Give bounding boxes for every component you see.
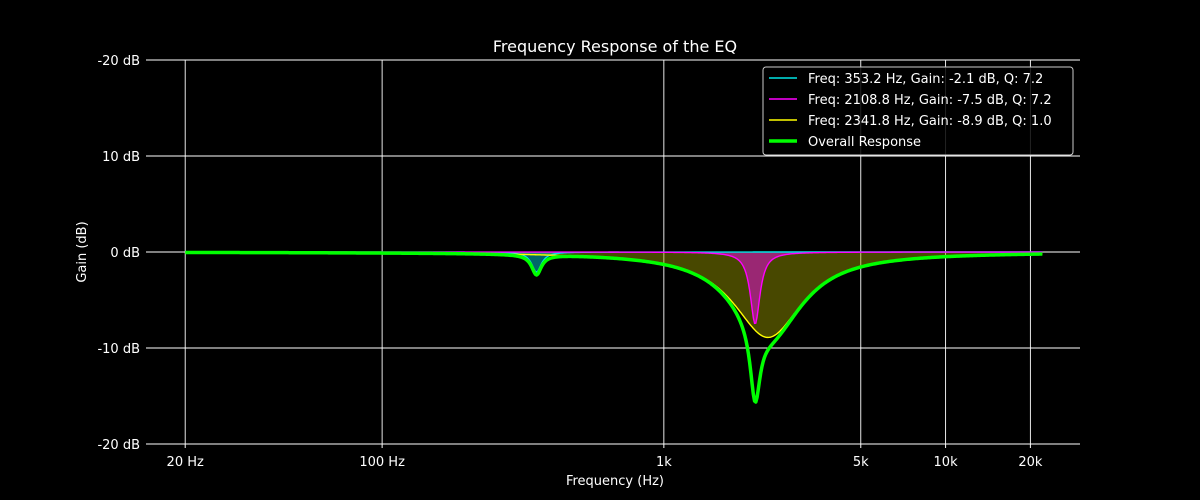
y-tick-label: 0 dB xyxy=(110,246,140,261)
x-tick-label: 10k xyxy=(934,455,959,470)
x-tick-label: 20 Hz xyxy=(167,455,204,470)
x-axis-label: Frequency (Hz) xyxy=(566,474,664,489)
chart-title: Frequency Response of the EQ xyxy=(493,37,737,56)
x-tick-label: 1k xyxy=(656,455,672,470)
x-tick-label: 20k xyxy=(1018,455,1043,470)
y-tick-label: 10 dB xyxy=(102,150,140,165)
filter-fills xyxy=(185,252,1043,338)
y-tick-label: -20 dB xyxy=(97,54,140,69)
x-tick-label: 5k xyxy=(853,455,869,470)
legend: Freq: 353.2 Hz, Gain: -2.1 dB, Q: 7.2 Fre… xyxy=(762,66,1074,156)
filter-lines xyxy=(184,250,1043,404)
overall-response-line xyxy=(184,250,1043,404)
legend-label: Freq: 353.2 Hz, Gain: -2.1 dB, Q: 7.2 xyxy=(808,72,1043,87)
legend-label: Freq: 2341.8 Hz, Gain: -8.9 dB, Q: 1.0 xyxy=(808,114,1052,129)
legend-box xyxy=(762,66,1074,156)
y-tick-label: -10 dB xyxy=(97,342,140,357)
legend-label: Freq: 2108.8 Hz, Gain: -7.5 dB, Q: 7.2 xyxy=(808,93,1052,108)
axes: 20 Hz 100 Hz 1k 5k 10k 20k -20 dB 10 dB 0 dB -10 … xyxy=(97,54,1042,470)
y-axis-label: Gain (dB) xyxy=(75,221,90,282)
x-tick-label: 100 Hz xyxy=(359,455,405,470)
filter-fill-area xyxy=(185,252,1043,338)
legend-label: Overall Response xyxy=(808,135,921,150)
y-tick-label: -20 dB xyxy=(97,438,140,453)
